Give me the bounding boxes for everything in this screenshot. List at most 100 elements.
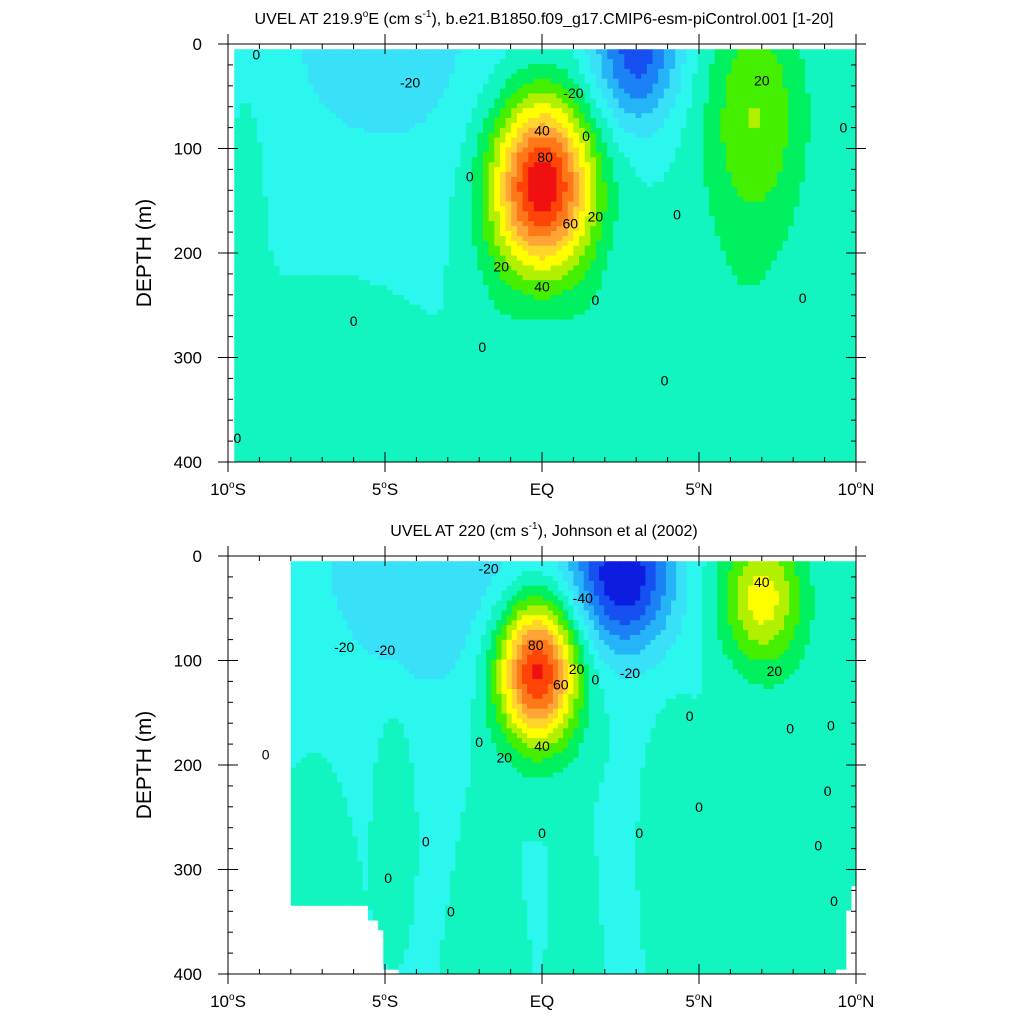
contour-cell: [833, 186, 840, 193]
contour-cell: [635, 255, 642, 262]
contour-cell: [742, 216, 750, 222]
contour-cell: [793, 191, 801, 198]
contour-cell: [386, 176, 394, 183]
contour-cell: [262, 88, 269, 95]
contour-cell: [635, 162, 642, 168]
contour-cell: [460, 201, 467, 208]
contour-cell: [590, 201, 597, 208]
contour-cell: [302, 176, 309, 183]
contour-cell: [324, 83, 331, 90]
contour-cell: [726, 108, 733, 114]
contour-cell: [392, 240, 399, 247]
contour-cell: [336, 132, 343, 139]
contour-cell: [759, 127, 767, 134]
contour-cell: [392, 54, 399, 60]
contour-cell: [482, 54, 490, 60]
contour-cell: [290, 265, 298, 271]
contour-cell: [754, 122, 761, 129]
contour-cell: [307, 68, 315, 75]
contour-cell: [692, 88, 699, 95]
contour-cell: [522, 49, 529, 55]
contour-cell: [392, 83, 399, 90]
contour-cell: [466, 59, 473, 65]
contour-cell: [449, 201, 456, 208]
contour-cell: [268, 270, 275, 276]
contour-cell: [369, 68, 377, 75]
contour-cell: [550, 63, 558, 70]
contour-cell: [494, 103, 501, 109]
contour-cell: [449, 191, 456, 198]
contour-cell: [313, 49, 320, 55]
contour-cell: [471, 118, 478, 124]
contour-cell: [709, 172, 716, 178]
contour-cell: [646, 235, 654, 242]
contour-cell: [545, 83, 552, 90]
contour-cell: [392, 108, 399, 114]
contour-cell: [262, 240, 269, 247]
contour-cell: [466, 108, 473, 114]
contour-cell: [499, 98, 507, 104]
contour-cell: [522, 127, 529, 134]
contour-cell: [714, 172, 721, 178]
contour-cell: [629, 83, 637, 90]
contour-cell: [516, 98, 524, 104]
contour-cell: [748, 255, 755, 262]
contour-cell: [590, 142, 597, 149]
contour-cell: [347, 196, 354, 203]
contour-cell: [437, 255, 444, 262]
contour-cell: [731, 245, 738, 252]
contour-cell: [358, 260, 365, 267]
contour-cell: [239, 93, 247, 99]
contour-cell: [720, 216, 727, 222]
contour-cell: [584, 172, 591, 178]
contour-cell: [714, 181, 721, 188]
contour-cell: [454, 186, 461, 193]
contour-cell: [663, 231, 671, 237]
contour-cell: [748, 201, 755, 208]
contour-cell: [466, 250, 473, 257]
contour-cell: [437, 132, 444, 139]
contour-cell: [562, 49, 569, 55]
contour-cell: [584, 147, 591, 154]
contour-cell: [663, 122, 671, 129]
contour-cell: [319, 260, 326, 267]
contour-cell: [782, 78, 789, 85]
contour-cell: [420, 255, 428, 262]
contour-cell: [432, 191, 439, 198]
contour-cell: [844, 108, 851, 114]
contour-cell: [290, 201, 298, 208]
contour-cell: [545, 63, 552, 70]
contour-cell: [262, 176, 269, 183]
contour-cell: [460, 216, 467, 222]
contour-cell: [251, 83, 258, 90]
contour-cell: [432, 103, 439, 109]
contour-cell: [285, 49, 292, 55]
contour-cell: [528, 167, 535, 173]
contour-cell: [601, 137, 608, 144]
contour-cell: [573, 78, 580, 85]
contour-cell: [341, 152, 348, 158]
contour-cell: [352, 157, 360, 163]
contour-cell: [262, 49, 269, 55]
contour-cell: [273, 216, 281, 222]
contour-cell: [556, 235, 563, 242]
contour-cell: [528, 63, 535, 70]
contour-cell: [409, 113, 416, 119]
contour-cell: [539, 245, 546, 252]
contour-cell: [336, 201, 343, 208]
contour-cell: [539, 201, 546, 208]
contour-cell: [776, 108, 784, 114]
contour-cell: [827, 260, 834, 267]
contour-cell: [522, 157, 529, 163]
contour-cell: [601, 221, 608, 227]
contour-cell: [680, 250, 688, 257]
contour-cell: [833, 226, 840, 232]
contour-cell: [584, 63, 591, 70]
contour-cell: [533, 122, 541, 129]
contour-cell: [748, 265, 755, 271]
contour-cell: [556, 245, 563, 252]
contour-cell: [573, 191, 580, 198]
contour-cell: [726, 226, 733, 232]
contour-cell: [522, 147, 529, 154]
contour-cell: [822, 235, 829, 242]
